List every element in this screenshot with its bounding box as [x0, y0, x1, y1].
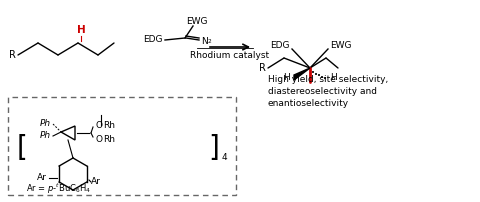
Text: EWG: EWG — [330, 41, 351, 50]
Text: N: N — [201, 38, 208, 46]
Text: [: [ — [17, 134, 27, 162]
Text: EDG: EDG — [271, 41, 290, 50]
Text: O: O — [95, 121, 102, 129]
FancyBboxPatch shape — [8, 97, 236, 195]
Polygon shape — [294, 68, 310, 80]
Text: Ar = $p$-$^t$BuC$_6$H$_4$: Ar = $p$-$^t$BuC$_6$H$_4$ — [26, 182, 91, 196]
Text: $_2$: $_2$ — [207, 38, 212, 46]
Text: Rh: Rh — [103, 121, 115, 129]
Text: R: R — [259, 63, 266, 73]
Text: enantioselectivity: enantioselectivity — [268, 100, 349, 108]
Text: Ar: Ar — [37, 173, 47, 182]
Text: EDG: EDG — [144, 36, 163, 44]
Text: Rh: Rh — [103, 135, 115, 143]
Text: Ph: Ph — [40, 132, 51, 141]
Text: O: O — [95, 135, 102, 143]
Text: H: H — [283, 74, 290, 82]
Text: Ar: Ar — [91, 178, 101, 186]
Text: Ph: Ph — [40, 120, 51, 128]
Text: Rhodium catalyst: Rhodium catalyst — [191, 52, 270, 61]
Text: H: H — [77, 25, 85, 35]
Text: diastereoselectivity and: diastereoselectivity and — [268, 87, 377, 97]
Text: ]: ] — [209, 134, 219, 162]
Text: EWG: EWG — [186, 18, 208, 26]
Text: R: R — [9, 50, 16, 60]
Text: High yield, site selectivity,: High yield, site selectivity, — [268, 76, 388, 84]
Text: H: H — [330, 74, 337, 82]
Text: 4: 4 — [222, 154, 228, 162]
